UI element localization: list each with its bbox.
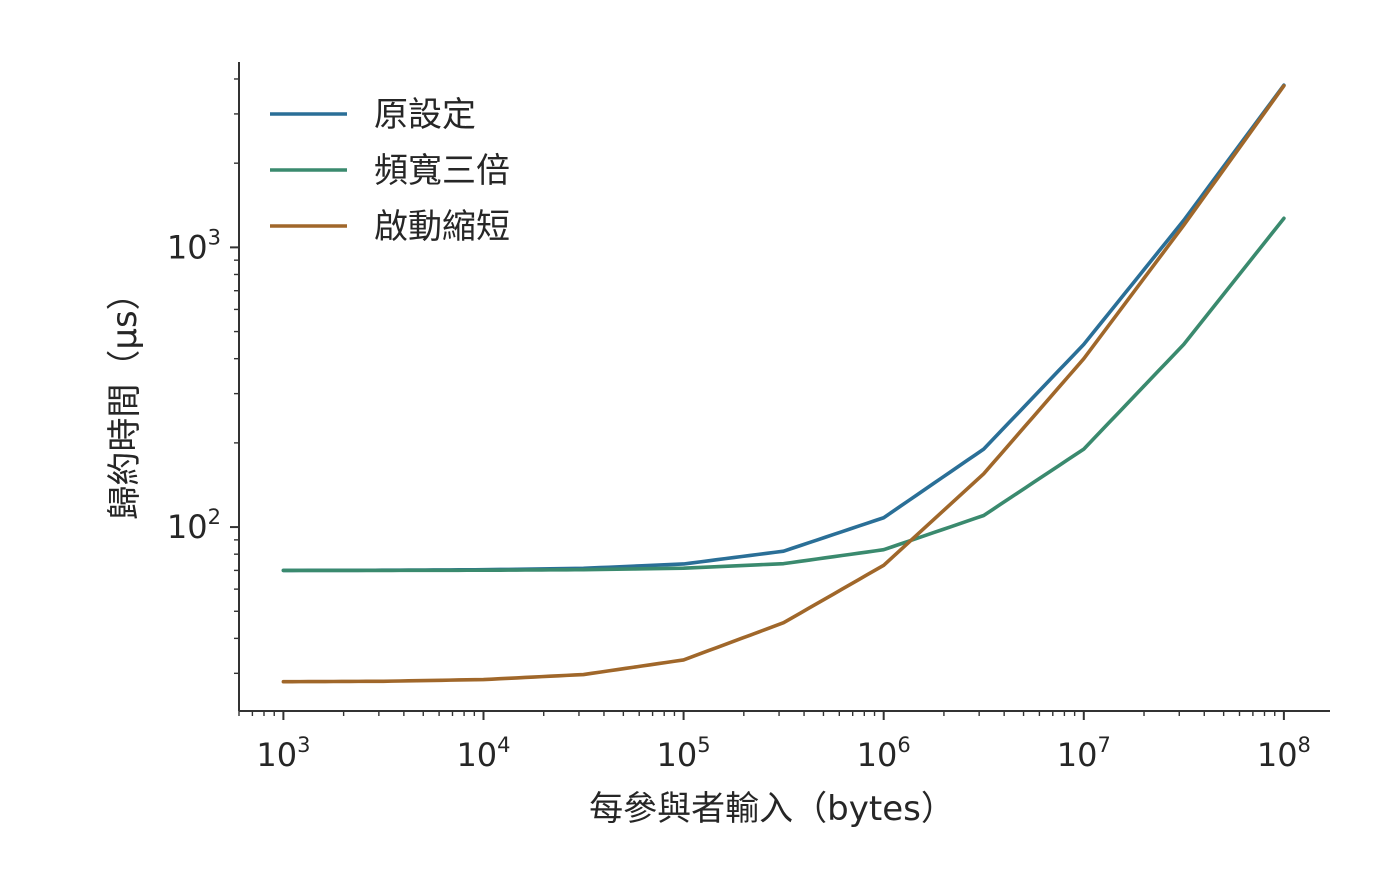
x-tick-base: 10 [456, 736, 497, 774]
y-tick-base: 10 [167, 508, 208, 546]
x-tick-label: 103 [256, 733, 310, 774]
x-axis-label: 每參與者輸入（bytes） [589, 789, 955, 829]
legend-label: 啟動縮短 [374, 207, 510, 247]
x-tick-exponent: 8 [1298, 733, 1311, 757]
x-tick-exponent: 3 [297, 733, 310, 757]
legend-item: 頻寬三倍 [270, 151, 510, 191]
legend-item: 原設定 [270, 95, 476, 135]
x-tick-label: 108 [1257, 733, 1311, 774]
legend-label: 原設定 [374, 95, 476, 135]
x-tick-exponent: 7 [1097, 733, 1110, 757]
y-tick-exponent: 2 [208, 505, 221, 529]
x-tick-label: 105 [657, 733, 711, 774]
series-layer [281, 83, 1286, 684]
x-tick-label: 104 [456, 733, 510, 774]
x-tick-exponent: 6 [897, 733, 910, 757]
y-tick-label: 103 [167, 225, 221, 266]
series-line-2 [281, 216, 1286, 573]
x-tick-base: 10 [1257, 736, 1298, 774]
y-tick-base: 10 [167, 228, 208, 266]
legend-label: 頻寬三倍 [374, 151, 510, 191]
x-tick-exponent: 5 [697, 733, 710, 757]
legend-item: 啟動縮短 [270, 207, 510, 247]
x-tick-base: 10 [857, 736, 898, 774]
axes-layer [238, 62, 1330, 712]
y-axis-label: 歸約時間（μs） [105, 276, 145, 519]
x-tick-label: 106 [857, 733, 911, 774]
x-tick-base: 10 [657, 736, 698, 774]
x-tick-base: 10 [256, 736, 297, 774]
x-tick-base: 10 [1057, 736, 1098, 774]
y-tick-exponent: 3 [208, 225, 221, 249]
series-line-3 [281, 84, 1286, 684]
x-tick-label: 107 [1057, 733, 1111, 774]
y-tick-label: 102 [167, 505, 221, 546]
x-tick-exponent: 4 [497, 733, 510, 757]
